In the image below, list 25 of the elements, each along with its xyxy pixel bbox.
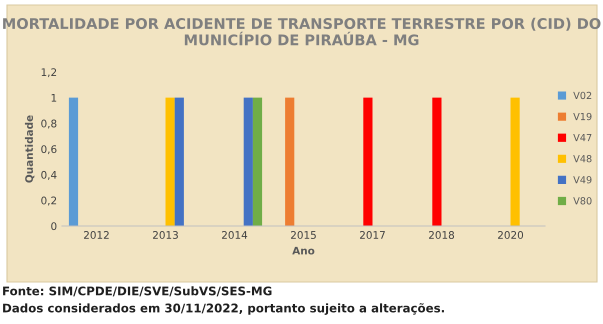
source-note: Fonte: SIM/CPDE/DIE/SVE/SubVS/SES-MG xyxy=(3,286,272,296)
chart-title: MORTALIDADE POR ACIDENTE DE TRANSPORTE TERRESTRE POR (CID) DO MUNICÍPIO DE PIRAÚBA - MG xyxy=(3,18,600,46)
x-tick-label: 2013 xyxy=(153,231,178,239)
x-tick-label: 2020 xyxy=(498,231,524,239)
y-tick-label: 0 xyxy=(51,222,56,230)
legend-label: V80 xyxy=(573,197,592,205)
legend-label: V47 xyxy=(573,134,592,142)
y-tick-label: 1,2 xyxy=(42,68,56,78)
legend-label: V19 xyxy=(573,112,592,120)
x-tick-label: 2012 xyxy=(84,231,109,239)
x-axis-title: Ano xyxy=(292,246,314,255)
x-tick-label: 2015 xyxy=(291,231,316,239)
y-tick-label: 0,2 xyxy=(41,196,56,206)
legend-label: V49 xyxy=(573,176,592,184)
x-tick-label: 2017 xyxy=(360,231,385,239)
y-tick-label: 1 xyxy=(52,94,56,102)
y-tick-label: 0,8 xyxy=(41,120,56,128)
x-tick-label: 2014 xyxy=(222,231,248,239)
y-tick-label: 0,4 xyxy=(41,170,57,180)
legend-label: V02 xyxy=(573,92,592,100)
y-tick-label: 0,6 xyxy=(41,145,56,154)
x-tick-label: 2018 xyxy=(429,231,454,239)
legend-label: V48 xyxy=(573,155,592,162)
text: Dados considerados em 30/11/2022, portanto sujeito a alterações. xyxy=(3,303,444,315)
y-axis-title: Quantidade xyxy=(24,115,34,183)
